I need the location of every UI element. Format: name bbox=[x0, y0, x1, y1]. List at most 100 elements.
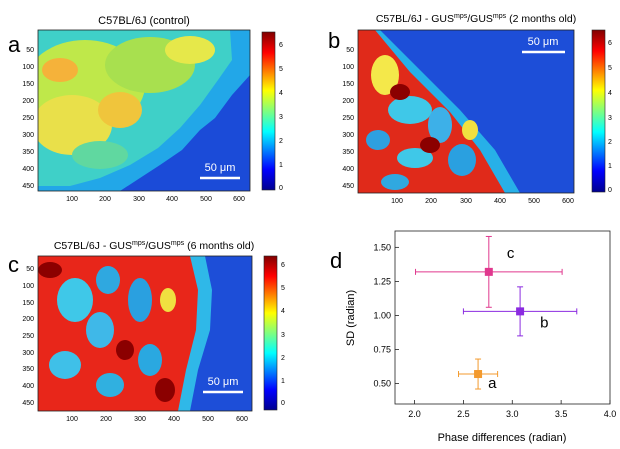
panel-b-scale-bar: 50 μm bbox=[528, 36, 559, 48]
ytick: 250 bbox=[22, 115, 34, 122]
ytick: 450 bbox=[22, 400, 34, 407]
panel-d-chart: d Phase differences (radian) SD (radian)… bbox=[330, 230, 616, 444]
xtick: 100 bbox=[391, 198, 403, 205]
cbar-tick: 3 bbox=[608, 115, 612, 122]
ytick: 150 bbox=[22, 300, 34, 307]
xtick: 500 bbox=[528, 198, 540, 205]
x-axis-label: Phase differences (radian) bbox=[438, 432, 567, 444]
panel-letter-c: c bbox=[8, 252, 19, 277]
ytick: 150 bbox=[22, 81, 34, 88]
panel-b-yticks: 50 100 150 200 250 300 350 400 450 bbox=[342, 47, 354, 190]
ytick: 350 bbox=[22, 149, 34, 156]
cbar-tick: 1 bbox=[281, 378, 285, 385]
ytick: 450 bbox=[342, 183, 354, 190]
xtick: 300 bbox=[460, 198, 472, 205]
y-tick-label: 1.25 bbox=[373, 276, 391, 286]
xtick: 300 bbox=[133, 196, 145, 203]
point-label: c bbox=[507, 245, 515, 262]
panel-a-image bbox=[38, 30, 250, 191]
ytick: 250 bbox=[342, 115, 354, 122]
panel-c-xticks: 100 200 300 400 500 600 bbox=[66, 416, 248, 423]
panel-c-colorbar bbox=[263, 255, 278, 411]
panel-a-xticks: 100 200 300 400 500 600 bbox=[66, 196, 245, 203]
ytick: 250 bbox=[22, 333, 34, 340]
cbar-tick: 6 bbox=[281, 262, 285, 269]
plot-frame bbox=[394, 230, 611, 405]
data-point-b: b bbox=[462, 286, 578, 337]
cbar-tick: 0 bbox=[608, 187, 612, 194]
xtick: 500 bbox=[200, 196, 212, 203]
panel-b-image bbox=[358, 30, 574, 193]
panel-letter-a: a bbox=[8, 32, 21, 57]
ytick: 400 bbox=[22, 166, 34, 173]
data-point-a: a bbox=[458, 358, 499, 392]
xtick: 400 bbox=[494, 198, 506, 205]
y-tick-label: 0.50 bbox=[373, 379, 391, 389]
cbar-tick: 1 bbox=[279, 162, 283, 169]
ytick: 400 bbox=[342, 166, 354, 173]
xtick: 600 bbox=[233, 196, 245, 203]
cbar-tick: 6 bbox=[608, 40, 612, 47]
panel-letter-d: d bbox=[330, 248, 342, 273]
xtick: 400 bbox=[166, 196, 178, 203]
y-axis-label: SD (radian) bbox=[345, 290, 357, 346]
xtick: 100 bbox=[66, 416, 78, 423]
xtick: 500 bbox=[202, 416, 214, 423]
x-tick-label: 2.0 bbox=[408, 409, 421, 419]
cbar-tick: 1 bbox=[608, 163, 612, 170]
x-tick-label: 4.0 bbox=[604, 409, 617, 419]
point-label: b bbox=[540, 314, 548, 331]
ytick: 200 bbox=[342, 98, 354, 105]
panel-a-title: C57BL/6J (control) bbox=[98, 15, 190, 27]
panel-c: c C57BL/6J - GUSmps/GUSmps (6 months old… bbox=[8, 240, 285, 423]
xtick: 600 bbox=[562, 198, 574, 205]
panel-b-colorbar-ticks: 6 5 4 3 2 1 0 bbox=[608, 40, 612, 194]
xtick: 400 bbox=[168, 416, 180, 423]
panel-b-colorbar bbox=[591, 29, 606, 193]
panel-b: b C57BL/6J - GUSmps/GUSmps (2 months old… bbox=[328, 13, 612, 205]
panel-letter-b: b bbox=[328, 28, 340, 53]
point-marker bbox=[474, 370, 483, 379]
axis-ticks: 2.0 2.5 3.0 3.5 4.0 0.50 0.75 1.00 1.25 1.50 bbox=[373, 242, 616, 419]
cbar-tick: 5 bbox=[279, 66, 283, 73]
panel-c-title: C57BL/6J - GUSmps/GUSmps (6 months old) bbox=[54, 240, 254, 252]
cbar-tick: 3 bbox=[279, 114, 283, 121]
panel-c-colorbar-ticks: 6 5 4 3 2 1 0 bbox=[281, 262, 285, 407]
xtick: 300 bbox=[134, 416, 146, 423]
cbar-tick: 4 bbox=[279, 90, 283, 97]
xtick: 100 bbox=[66, 196, 78, 203]
ytick: 150 bbox=[342, 81, 354, 88]
panel-a-colorbar bbox=[261, 31, 276, 191]
cbar-tick: 2 bbox=[279, 138, 283, 145]
panel-b-xticks: 100 200 300 400 500 600 bbox=[391, 198, 574, 205]
point-label: a bbox=[488, 375, 497, 392]
ytick: 300 bbox=[342, 132, 354, 139]
cbar-tick: 0 bbox=[281, 400, 285, 407]
ytick: 350 bbox=[22, 366, 34, 373]
cbar-tick: 4 bbox=[281, 308, 285, 315]
cbar-tick: 3 bbox=[281, 332, 285, 339]
xtick: 200 bbox=[425, 198, 437, 205]
data-points: a b c bbox=[415, 235, 578, 392]
y-tick-label: 0.75 bbox=[373, 345, 391, 355]
ytick: 400 bbox=[22, 383, 34, 390]
cbar-tick: 0 bbox=[279, 185, 283, 192]
ytick: 350 bbox=[342, 149, 354, 156]
panel-a: a C57BL/6J (control) 50 μm 50 100 150 20… bbox=[8, 15, 283, 203]
point-marker bbox=[484, 267, 493, 276]
panel-c-image bbox=[38, 256, 252, 411]
y-tick-label: 1.00 bbox=[373, 310, 391, 320]
xtick: 200 bbox=[100, 416, 112, 423]
ytick: 50 bbox=[26, 266, 34, 273]
ytick: 100 bbox=[342, 64, 354, 71]
panel-a-yticks: 50 100 150 200 250 300 350 400 450 bbox=[22, 47, 34, 190]
data-point-c: c bbox=[415, 235, 563, 308]
ytick: 50 bbox=[26, 47, 34, 54]
panel-a-colorbar-ticks: 6 5 4 3 2 1 0 bbox=[279, 42, 283, 192]
cbar-tick: 4 bbox=[608, 90, 612, 97]
ytick: 200 bbox=[22, 98, 34, 105]
ytick: 450 bbox=[22, 183, 34, 190]
cbar-tick: 2 bbox=[281, 355, 285, 362]
xtick: 200 bbox=[99, 196, 111, 203]
panel-c-scale-bar: 50 μm bbox=[208, 376, 239, 388]
